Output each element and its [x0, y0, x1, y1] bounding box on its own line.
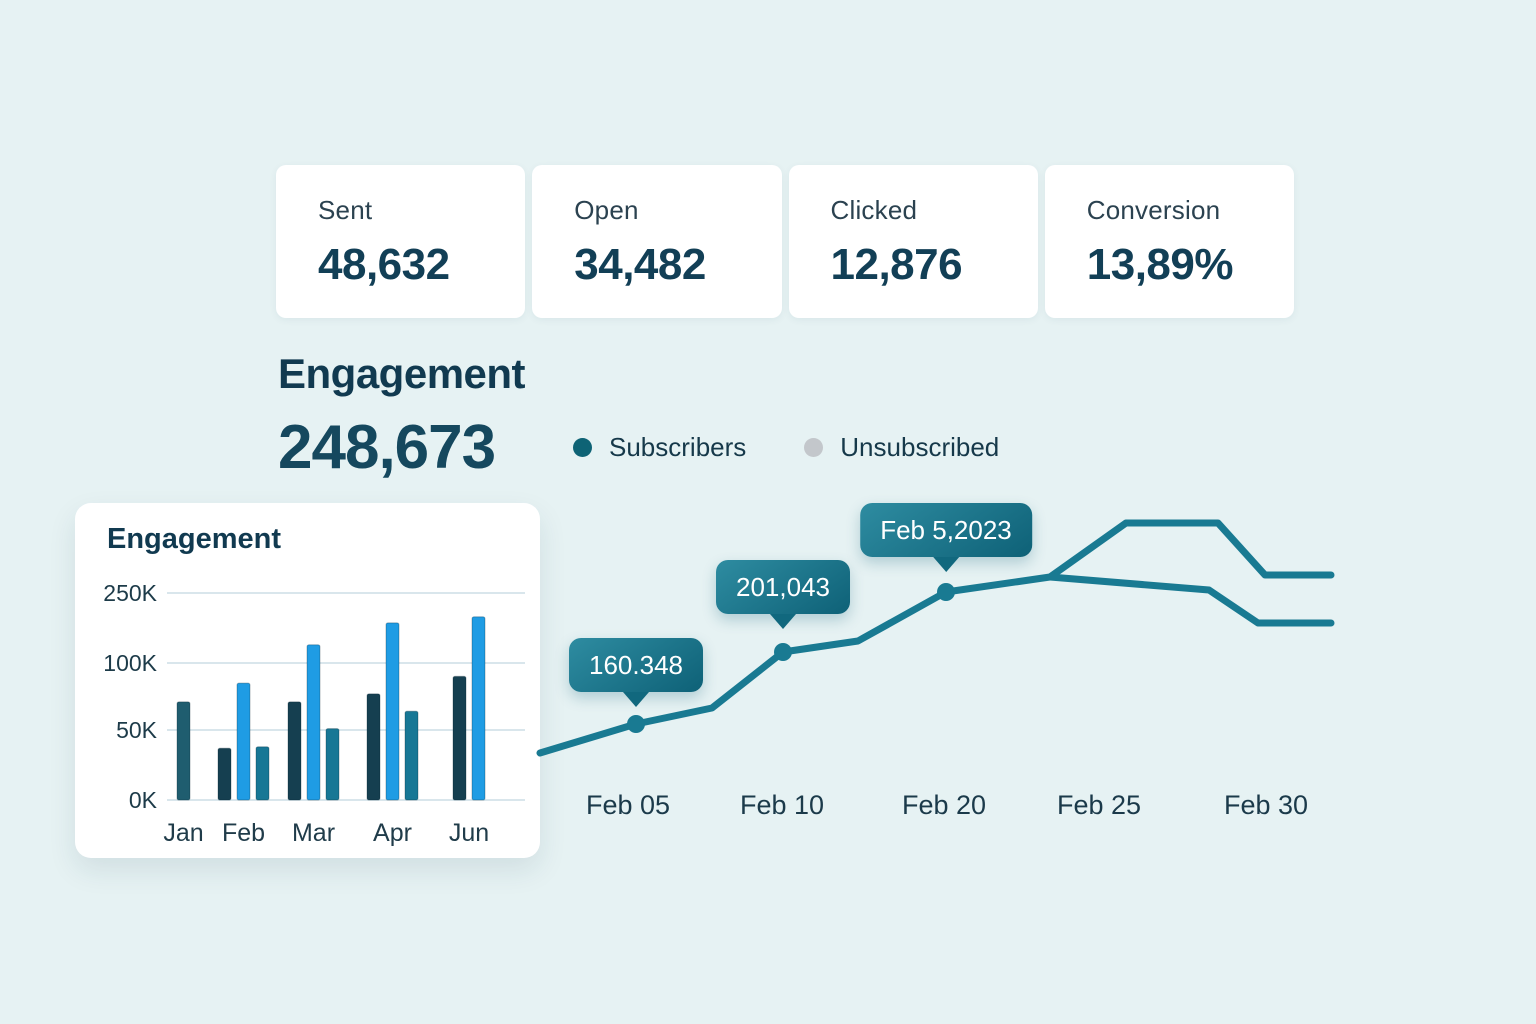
engagement-total: 248,673	[278, 413, 496, 482]
legend-item-unsubscribed[interactable]: Unsubscribed	[804, 432, 999, 463]
stat-value: 13,89%	[1086, 240, 1234, 289]
bar-jan-jan	[176, 701, 191, 801]
bar-apr-teal	[404, 710, 419, 801]
bar-apr-dark	[366, 693, 381, 801]
stat-label: Clicked	[830, 195, 918, 225]
stat-card-clicked: Clicked 12,876	[788, 165, 1038, 318]
tooltip-annotation: 160.348	[569, 638, 703, 692]
x-tick-label: Feb	[222, 819, 265, 847]
bar-jun-dark	[452, 675, 467, 801]
stats-row: Sent 48,632 Open 34,482 Clicked 12,876 C…	[276, 165, 1294, 318]
chart-legend: Subscribers Unsubscribed	[573, 432, 999, 463]
stat-label: Open	[574, 195, 639, 225]
x-tick-label: Jun	[449, 819, 489, 847]
legend-label: Unsubscribed	[840, 432, 1000, 462]
engagement-header: Engagement 248,673 Subscribers Unsubscri…	[278, 350, 999, 483]
bar-mar-light_blue	[306, 644, 321, 801]
stat-value: 48,632	[318, 240, 450, 289]
stat-label: Sent	[318, 195, 373, 225]
data-point-marker	[774, 643, 792, 661]
engagement-line-chart: 160.348 201,043 Feb 5,2023 Feb 05 Feb 10 Feb …	[536, 490, 1340, 850]
tooltip-annotation: Feb 5,2023	[860, 503, 1032, 557]
y-tick-label: 100K	[103, 650, 157, 676]
stat-value: 34,482	[574, 240, 706, 289]
stat-label: Conversion	[1086, 195, 1221, 225]
y-tick-label: 50K	[116, 717, 158, 743]
bar-feb-dark	[217, 747, 232, 801]
bar-feb-teal	[255, 746, 270, 801]
x-tick-label: Mar	[292, 819, 335, 847]
y-tick-label: 250K	[103, 580, 157, 606]
x-tick-label: Jan	[163, 819, 203, 847]
line-x-tick-label: Feb 20	[901, 790, 987, 820]
line-x-tick-label: Feb 10	[739, 790, 825, 820]
subscribers-dot-icon	[573, 438, 592, 457]
legend-label: Subscribers	[609, 432, 747, 462]
legend-item-subscribers[interactable]: Subscribers	[573, 432, 746, 463]
bar-card-title: Engagement	[107, 523, 282, 555]
bar-apr-light_blue	[385, 622, 400, 801]
unsubscribed-dot-icon	[804, 438, 824, 457]
line-x-tick-label: Feb 25	[1056, 790, 1142, 820]
stat-card-open: Open 34,482	[532, 165, 782, 318]
bar-jun-light_blue	[471, 616, 486, 801]
engagement-bar-card: Engagement 0K 50K 100K 250K Jan Feb Mar Apr Jun	[75, 503, 540, 858]
bar-chart-svg: 0K 50K 100K 250K Jan Feb Mar Apr Jun	[103, 580, 525, 847]
data-point-marker	[627, 715, 645, 733]
line-chart-svg	[536, 519, 1335, 757]
page-title: Engagement	[278, 350, 526, 397]
bar-mar-teal	[325, 728, 340, 801]
data-point-marker	[937, 583, 955, 601]
y-tick-label: 0K	[129, 787, 158, 813]
stat-value: 12,876	[830, 240, 963, 289]
x-tick-label: Apr	[373, 819, 412, 847]
bar-mar-dark	[287, 701, 302, 801]
line-series-unsubscribed	[1046, 573, 1335, 627]
tooltip-annotation: 201,043	[716, 560, 850, 614]
bar-feb-light_blue	[236, 682, 251, 801]
line-x-tick-label: Feb 05	[585, 790, 671, 820]
stat-card-sent: Sent 48,632	[276, 165, 526, 318]
stat-card-conversion: Conversion 13,89%	[1044, 165, 1294, 318]
line-x-tick-label: Feb 30	[1223, 790, 1309, 820]
